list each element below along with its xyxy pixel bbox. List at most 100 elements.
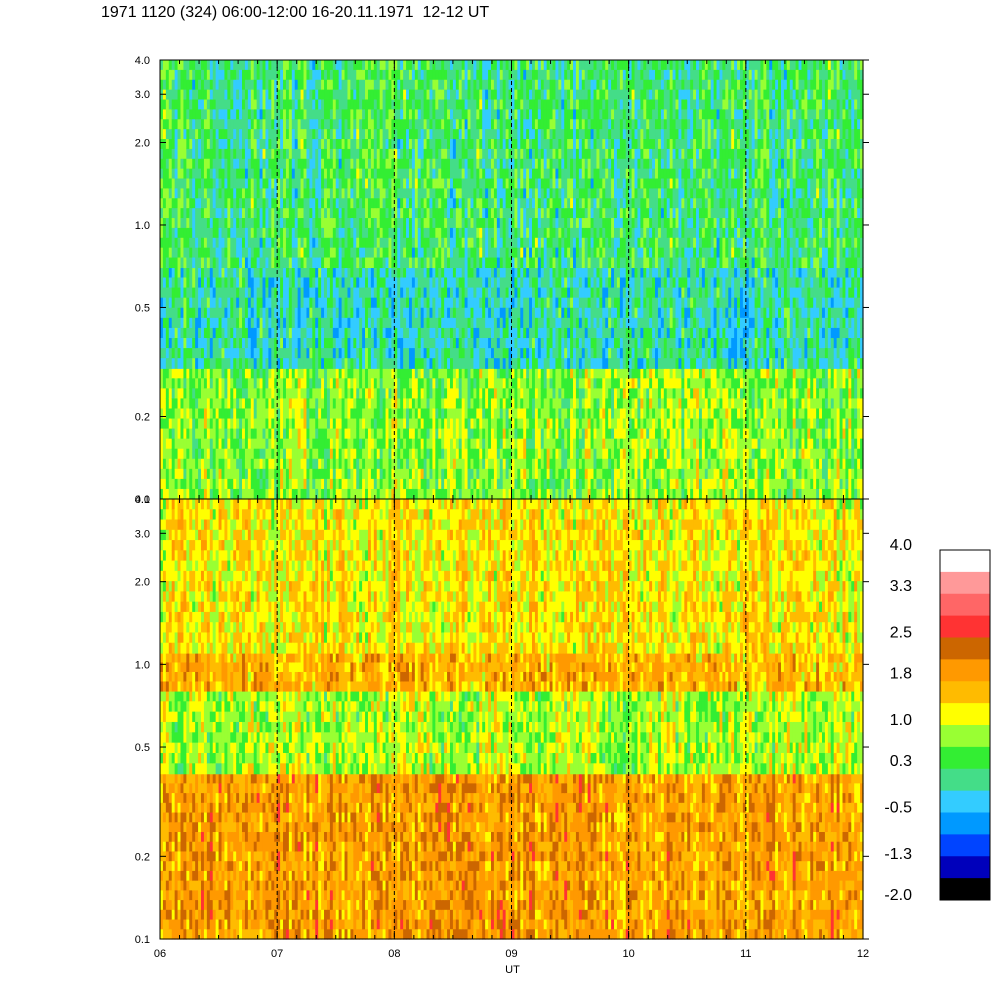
heatmap-cell	[335, 478, 340, 490]
heatmap-cell	[414, 378, 419, 389]
heatmap-cell	[171, 448, 176, 460]
heatmap-cell	[529, 438, 533, 450]
heatmap-cell	[485, 388, 489, 400]
heatmap-cell	[303, 428, 308, 440]
heatmap-cell	[502, 458, 507, 470]
heatmap-cell	[426, 418, 431, 430]
heatmap-cell	[162, 468, 167, 480]
heatmap-cell	[367, 378, 372, 389]
heatmap-cell	[602, 408, 606, 420]
heatmap-cell	[408, 428, 413, 440]
heatmap-cell	[499, 448, 504, 460]
heatmap-cell	[247, 438, 252, 450]
heatmap-cell	[406, 478, 410, 490]
heatmap-cell	[599, 408, 603, 420]
heatmap-cell	[473, 408, 477, 420]
heatmap-cell	[312, 448, 316, 460]
heatmap-cell	[552, 448, 557, 460]
heatmap-cell	[312, 488, 316, 500]
heatmap-cell	[587, 418, 592, 430]
heatmap-cell	[511, 438, 516, 450]
heatmap-cell	[256, 368, 261, 379]
heatmap-cell	[578, 458, 583, 470]
heatmap-cell	[277, 468, 281, 480]
heatmap-cell	[561, 388, 565, 400]
heatmap-cell	[177, 418, 182, 430]
heatmap-cell	[341, 398, 346, 410]
heatmap-cell	[458, 378, 463, 389]
heatmap-cell	[171, 368, 176, 379]
heatmap-cell	[280, 458, 284, 470]
heatmap-cell	[417, 448, 422, 460]
heatmap-cell	[614, 378, 618, 389]
heatmap-cell	[511, 388, 516, 400]
heatmap-cell	[230, 468, 234, 480]
heatmap-cell	[347, 408, 351, 420]
heatmap-cell	[365, 408, 369, 420]
heatmap-cell	[464, 378, 469, 389]
heatmap-cell	[306, 378, 310, 389]
heatmap-cell	[385, 478, 390, 490]
heatmap-cell	[247, 488, 252, 500]
heatmap-cell	[326, 418, 331, 430]
heatmap-cell	[570, 388, 574, 400]
heatmap-cell	[596, 458, 600, 470]
heatmap-cell	[353, 458, 357, 470]
heatmap-cell	[394, 378, 398, 389]
heatmap-cell	[552, 378, 557, 389]
heatmap-cell	[326, 488, 331, 500]
heatmap-cell	[584, 428, 589, 440]
heatmap-cell	[291, 458, 296, 470]
heatmap-cell	[543, 468, 548, 480]
heatmap-cell	[356, 428, 360, 440]
heatmap-cell	[417, 388, 422, 400]
heatmap-cell	[373, 478, 378, 490]
heatmap-cell	[283, 408, 287, 420]
heatmap-cell	[367, 398, 372, 410]
heatmap-cell	[502, 368, 507, 379]
heatmap-cell	[508, 368, 513, 379]
heatmap-cell	[526, 458, 530, 470]
heatmap-cell	[347, 428, 351, 440]
heatmap-cell	[578, 418, 583, 430]
heatmap-cell	[382, 418, 387, 430]
heatmap-cell	[429, 408, 434, 420]
heatmap-cell	[382, 378, 387, 389]
heatmap-cell	[160, 418, 164, 430]
heatmap-cell	[608, 488, 612, 500]
heatmap-cell	[212, 438, 217, 450]
heatmap-cell	[452, 388, 457, 400]
heatmap-cell	[201, 368, 205, 379]
heatmap-cell	[303, 448, 308, 460]
heatmap-cell	[315, 378, 319, 389]
heatmap-cell	[294, 368, 299, 379]
heatmap-cell	[221, 398, 226, 410]
heatmap-cell	[370, 468, 375, 480]
heatmap-cell	[324, 398, 328, 410]
heatmap-cell	[411, 438, 416, 450]
heatmap-cell	[177, 368, 182, 379]
heatmap-cell	[499, 468, 504, 480]
heatmap-cell	[171, 468, 176, 480]
heatmap-cell	[449, 488, 454, 500]
heatmap-cell	[335, 388, 340, 400]
heatmap-cell	[192, 388, 196, 400]
heatmap-cell	[423, 488, 428, 500]
heatmap-cell	[611, 458, 615, 470]
heatmap-cell	[590, 448, 595, 460]
heatmap-cell	[523, 408, 527, 420]
heatmap-cell	[203, 418, 208, 430]
heatmap-cell	[417, 438, 422, 450]
heatmap-cell	[435, 458, 439, 470]
heatmap-cell	[449, 388, 454, 400]
heatmap-cell	[239, 448, 243, 460]
heatmap-cell	[561, 488, 565, 500]
heatmap-cell	[201, 428, 205, 440]
heatmap-cell	[183, 368, 187, 379]
heatmap-cell	[262, 408, 267, 420]
heatmap-cell	[385, 398, 390, 410]
heatmap-cell	[447, 388, 451, 400]
heatmap-cell	[408, 388, 413, 400]
heatmap-cell	[259, 448, 264, 460]
heatmap-cell	[581, 478, 586, 490]
